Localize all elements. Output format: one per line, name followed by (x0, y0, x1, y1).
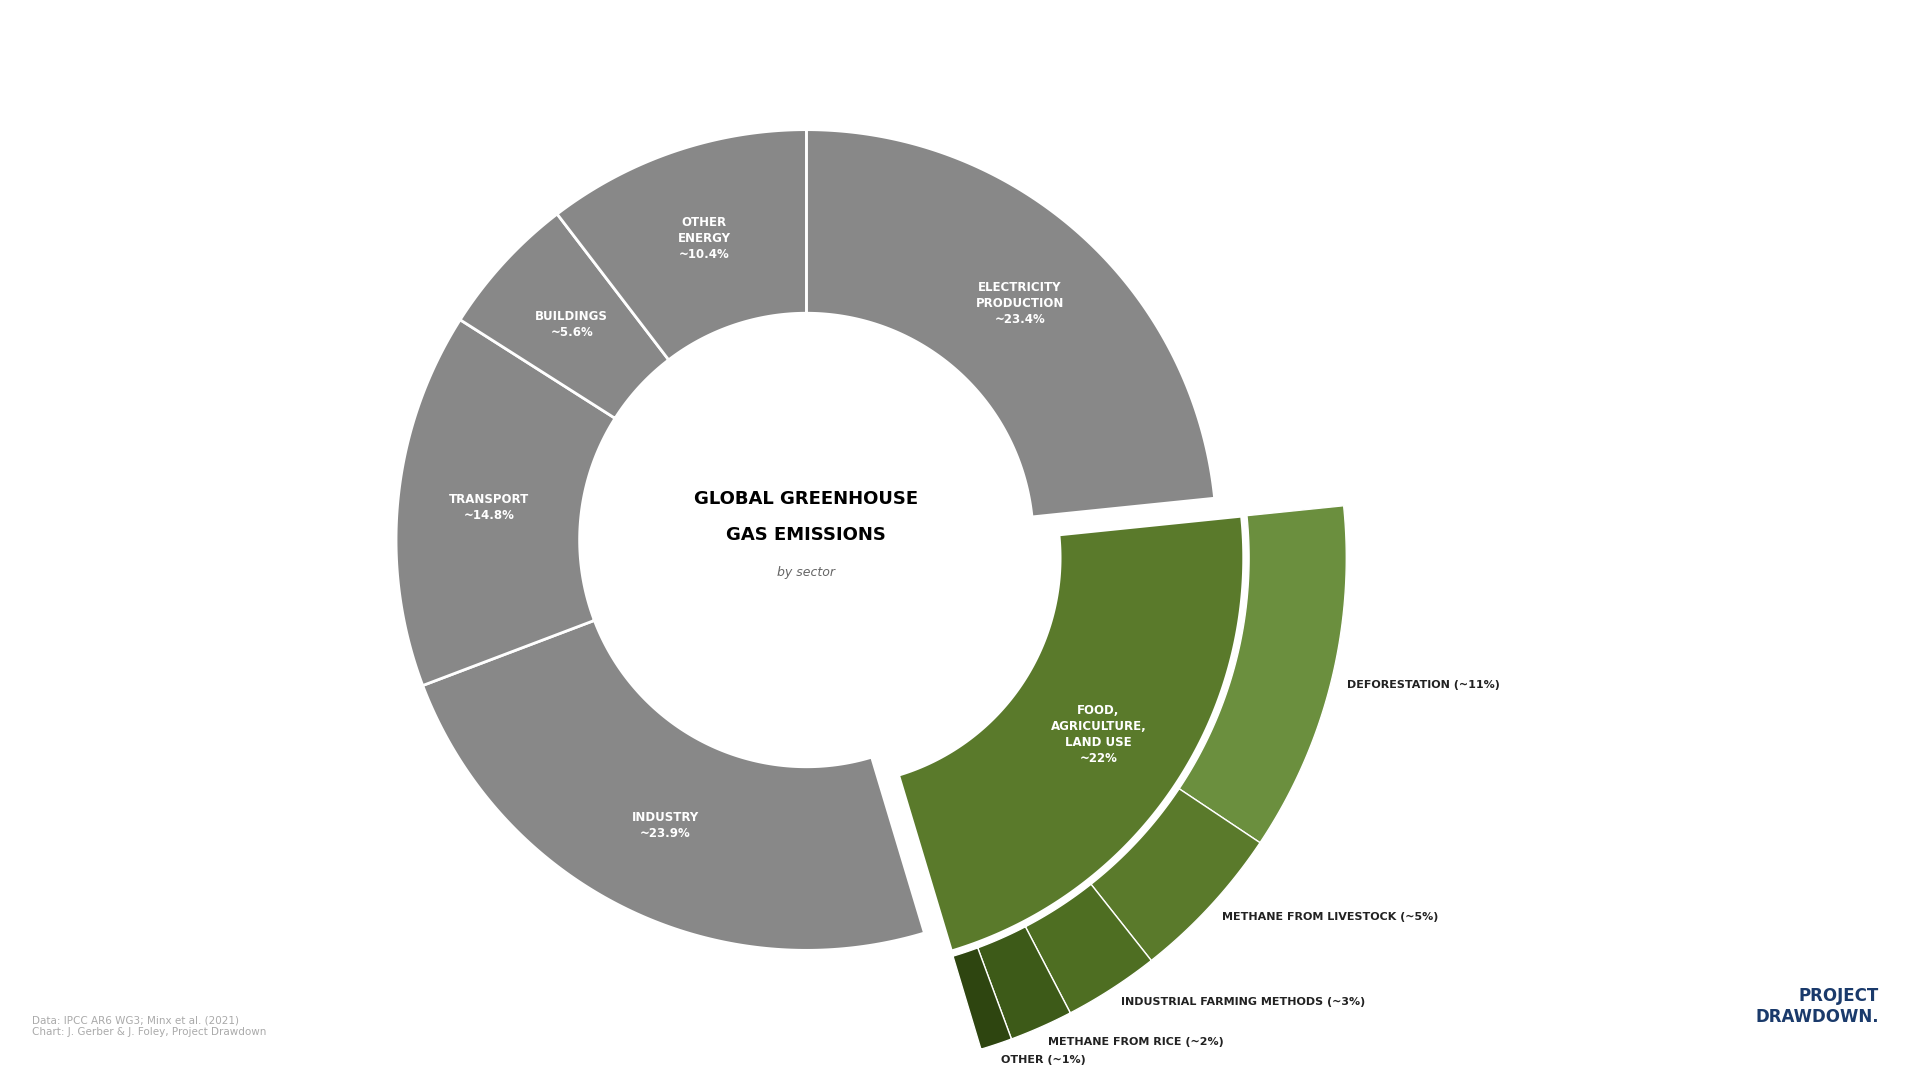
Polygon shape (461, 214, 668, 418)
Text: ELECTRICITY
PRODUCTION
~23.4%: ELECTRICITY PRODUCTION ~23.4% (975, 281, 1064, 326)
Text: GAS EMISSIONS: GAS EMISSIONS (726, 526, 887, 543)
Text: METHANE FROM RICE (~2%): METHANE FROM RICE (~2%) (1048, 1037, 1223, 1047)
Text: Data: IPCC AR6 WG3; Minx et al. (2021)
Chart: J. Gerber & J. Foley, Project Draw: Data: IPCC AR6 WG3; Minx et al. (2021) C… (33, 1015, 267, 1037)
Text: by sector: by sector (778, 566, 835, 579)
Text: BUILDINGS
~5.6%: BUILDINGS ~5.6% (536, 310, 609, 339)
Text: OTHER (~1%): OTHER (~1%) (1002, 1055, 1087, 1065)
Text: FOOD,
AGRICULTURE,
LAND USE
~22%: FOOD, AGRICULTURE, LAND USE ~22% (1050, 704, 1146, 766)
Text: OTHER
ENERGY
~10.4%: OTHER ENERGY ~10.4% (678, 216, 732, 260)
Text: TRANSPORT
~14.8%: TRANSPORT ~14.8% (449, 494, 530, 522)
Polygon shape (1025, 885, 1152, 1013)
Polygon shape (396, 320, 614, 686)
Polygon shape (1091, 788, 1260, 960)
Polygon shape (806, 130, 1215, 517)
Polygon shape (557, 130, 806, 360)
Text: GLOBAL GREENHOUSE: GLOBAL GREENHOUSE (695, 490, 918, 508)
Text: DEFORESTATION (~11%): DEFORESTATION (~11%) (1348, 680, 1500, 690)
Text: INDUSTRY
~23.9%: INDUSTRY ~23.9% (632, 811, 699, 840)
Text: METHANE FROM LIVESTOCK (~5%): METHANE FROM LIVESTOCK (~5%) (1223, 912, 1438, 922)
Circle shape (588, 322, 1025, 758)
Polygon shape (899, 516, 1244, 951)
Polygon shape (422, 620, 924, 950)
Text: INDUSTRIAL FARMING METHODS (~3%): INDUSTRIAL FARMING METHODS (~3%) (1121, 997, 1365, 1008)
Polygon shape (977, 927, 1069, 1039)
Polygon shape (952, 948, 1012, 1050)
Polygon shape (1179, 505, 1346, 842)
Text: PROJECT
DRAWDOWN.: PROJECT DRAWDOWN. (1755, 987, 1880, 1026)
